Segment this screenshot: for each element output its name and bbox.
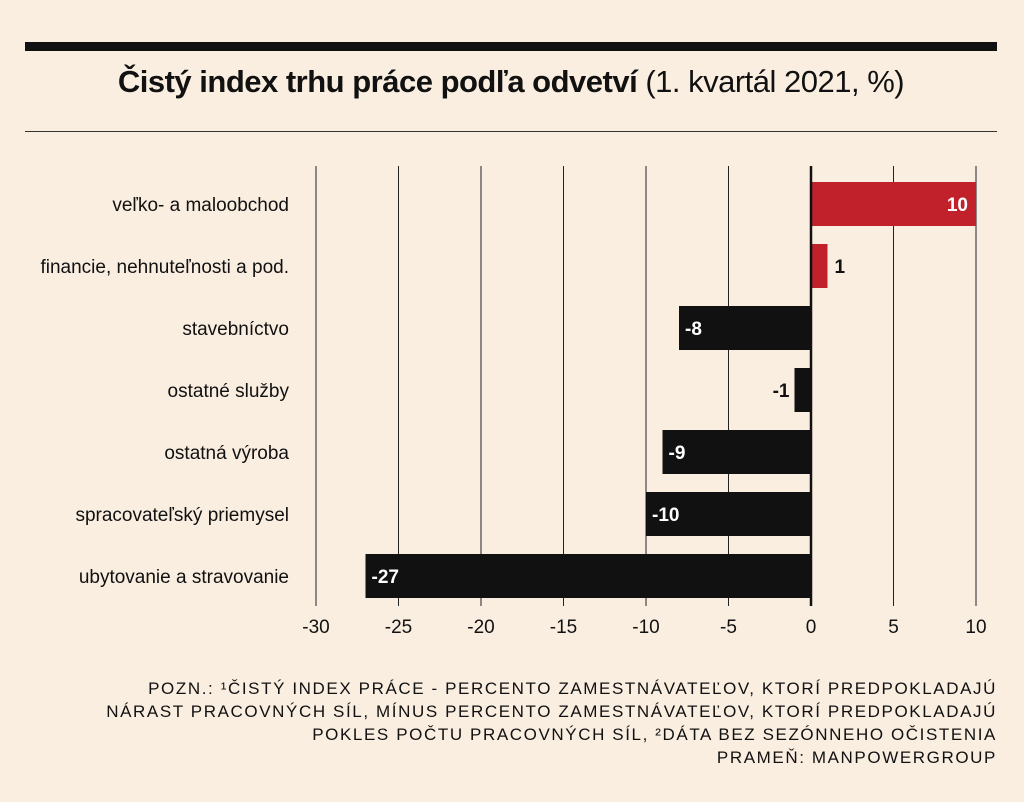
title-divider [25, 131, 997, 132]
x-tick-label: -10 [632, 617, 659, 638]
value-label: 10 [947, 195, 968, 216]
value-label: 1 [835, 257, 846, 278]
bar [811, 182, 976, 226]
footnotes: POZN.: ¹ČISTÝ INDEX PRÁCE - PERCENTO ZAM… [106, 677, 997, 769]
x-tick-label: 5 [888, 617, 899, 638]
x-tick-label: -15 [550, 617, 577, 638]
chart-title: Čistý index trhu práce podľa odvetví (1.… [25, 64, 997, 100]
bar [365, 554, 811, 598]
footnote-source: PRAMEŇ: MANPOWERGROUP [716, 748, 997, 767]
footnote-line-3: POKLES POČTU PRACOVNÝCH SÍL, ²DÁTA BEZ S… [312, 725, 997, 744]
bar [662, 430, 811, 474]
chart-title-subtitle: (1. kvartál 2021, %) [645, 64, 905, 99]
bar-chart: -30 -25 -20 -15 -10 -5 0 5 10 veľko- a maloobchod… [40, 166, 987, 638]
value-label: -1 [773, 381, 790, 402]
bar [794, 368, 811, 412]
footnote-line-1: POZN.: ¹ČISTÝ INDEX PRÁCE - PERCENTO ZAM… [148, 679, 997, 698]
bar [811, 244, 828, 288]
category-label: veľko- a maloobchod [112, 195, 289, 216]
value-label: -27 [372, 567, 399, 588]
value-label: -9 [669, 443, 686, 464]
bar [646, 492, 811, 536]
x-tick-label: 10 [965, 617, 986, 638]
x-tick-label: -25 [385, 617, 412, 638]
value-label: -10 [652, 505, 679, 526]
x-tick-label: -5 [720, 617, 737, 638]
category-label: ubytovanie a stravovanie [79, 567, 289, 588]
x-tick-label: -30 [302, 617, 329, 638]
footnote-line-2: NÁRAST PRACOVNÝCH SÍL, MÍNUS PERCENTO ZA… [106, 702, 997, 721]
chart-title-main: Čistý index trhu práce podľa odvetví [117, 64, 638, 99]
value-label: -8 [685, 319, 702, 340]
category-label: financie, nehnuteľnosti a pod. [40, 257, 289, 278]
bar [679, 306, 811, 350]
category-label: spracovateľský priemysel [75, 505, 289, 526]
x-tick-label: 0 [806, 617, 817, 638]
category-label: stavebníctvo [182, 319, 289, 340]
category-label: ostatné služby [168, 381, 290, 402]
x-tick-label: -20 [467, 617, 494, 638]
category-label: ostatná výroba [164, 443, 289, 464]
top-rule [25, 42, 997, 51]
